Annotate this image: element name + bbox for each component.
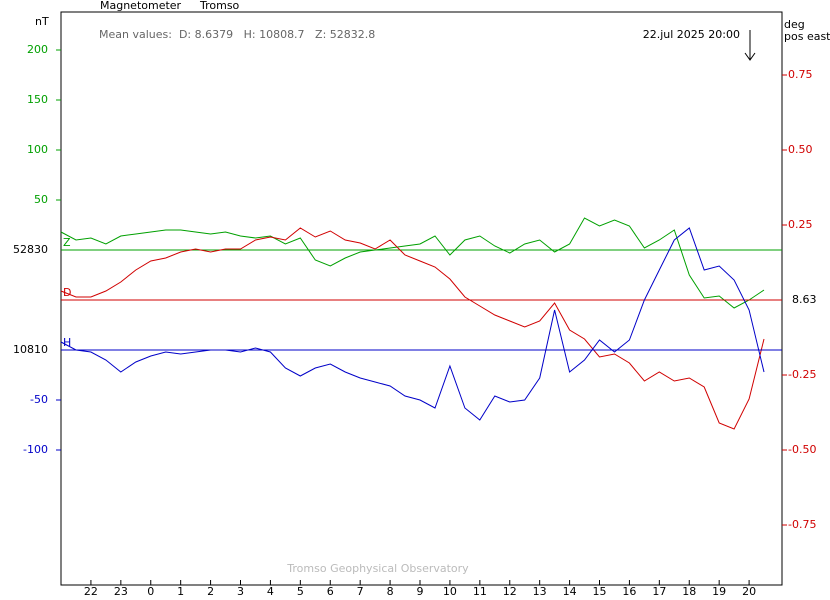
x-tick-label: 11 xyxy=(473,585,487,598)
x-tick-label: 8 xyxy=(387,585,394,598)
x-tick-label: 19 xyxy=(712,585,726,598)
series-line xyxy=(60,227,765,430)
x-tick-label: 20 xyxy=(742,585,756,598)
x-tick-label: 0 xyxy=(147,585,154,598)
y2-tick-label: 0.75 xyxy=(788,68,813,81)
y-tick-label: 50 xyxy=(34,193,48,206)
y-tick-label: 150 xyxy=(27,93,48,106)
x-tick-label: 23 xyxy=(114,585,128,598)
x-tick-label: 16 xyxy=(622,585,636,598)
baseline-label: 10810 xyxy=(13,343,48,356)
y2-tick-label: -0.75 xyxy=(788,518,816,531)
mean-values: Mean values: D: 8.6379 H: 10808.7 Z: 528… xyxy=(99,28,375,41)
x-tick-label: 4 xyxy=(267,585,274,598)
plot-frame xyxy=(60,11,783,586)
x-tick-label: 17 xyxy=(652,585,666,598)
x-tick-label: 3 xyxy=(237,585,244,598)
y2-tick-label: -0.50 xyxy=(788,443,816,456)
baseline-label: 52830 xyxy=(13,243,48,256)
x-tick-label: 1 xyxy=(177,585,184,598)
y-tick-label: 100 xyxy=(27,143,48,156)
series-label: Z xyxy=(63,236,71,249)
x-tick-label: 7 xyxy=(357,585,364,598)
x-tick-label: 12 xyxy=(503,585,517,598)
x-tick-label: 13 xyxy=(533,585,547,598)
x-tick-label: 22 xyxy=(84,585,98,598)
y2-tick-label: 0.25 xyxy=(788,218,813,231)
timestamp: 22.jul 2025 20:00 xyxy=(643,28,740,41)
time-arrow xyxy=(744,30,756,61)
x-tick-label: 14 xyxy=(563,585,577,598)
x-tick-label: 18 xyxy=(682,585,696,598)
x-tick-label: 9 xyxy=(417,585,424,598)
y-tick-label: 200 xyxy=(27,43,48,56)
x-tick-label: 6 xyxy=(327,585,334,598)
y-tick-label: -50 xyxy=(30,393,48,406)
y2-tick-label: 0.50 xyxy=(788,143,813,156)
series-label: H xyxy=(63,336,71,349)
series-label: D xyxy=(63,286,71,299)
arrow-head xyxy=(744,52,756,61)
series-line xyxy=(60,227,765,421)
x-tick-label: 2 xyxy=(207,585,214,598)
right-unit: pos east xyxy=(784,30,830,43)
station: Tromso xyxy=(199,0,240,12)
instrument: Magnetometer xyxy=(100,0,182,12)
x-tick-label: 15 xyxy=(593,585,607,598)
baseline-label: 8.63 xyxy=(792,293,817,306)
series-line xyxy=(60,217,765,309)
right-unit: deg xyxy=(784,18,805,31)
y2-tick-label: -0.25 xyxy=(788,368,816,381)
left-unit: nT xyxy=(35,15,49,28)
x-tick-label: 5 xyxy=(297,585,304,598)
watermark: Tromso Geophysical Observatory xyxy=(286,562,469,575)
y-tick-label: -100 xyxy=(23,443,48,456)
x-tick-label: 10 xyxy=(443,585,457,598)
